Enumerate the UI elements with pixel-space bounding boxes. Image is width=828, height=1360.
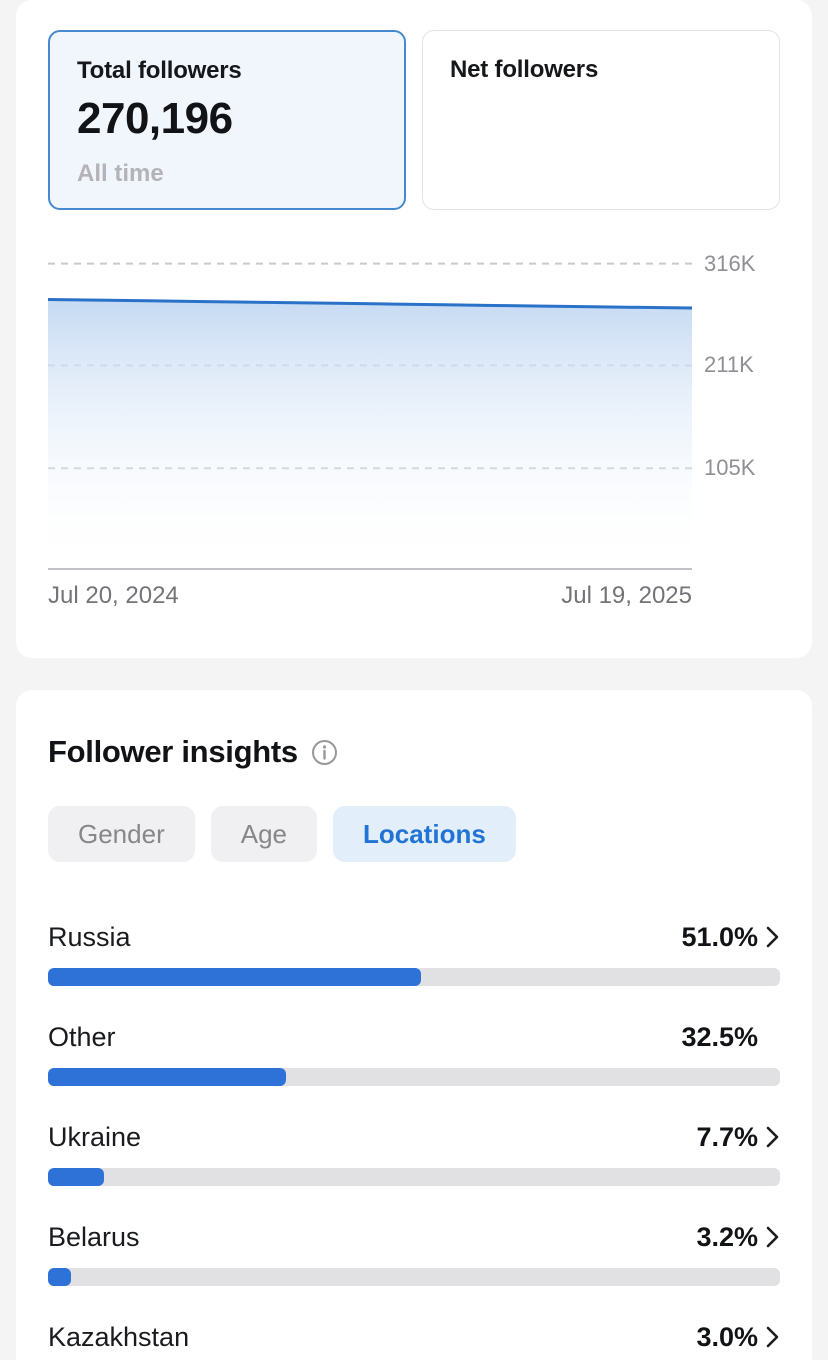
area-chart-svg: [47, 262, 696, 570]
follower-insights-card: Follower insights Gender Age Locations R…: [16, 690, 812, 1360]
insights-tab-bar: Gender Age Locations: [48, 806, 780, 862]
y-axis-tick-label: 211K: [704, 352, 754, 378]
location-bar-fill: [48, 1068, 286, 1086]
x-axis-end-date: Jul 19, 2025: [561, 582, 692, 609]
info-icon[interactable]: [311, 739, 338, 766]
insights-tab-age[interactable]: Age: [210, 806, 317, 862]
insights-tab-label: Gender: [78, 818, 165, 849]
metric-tabs: Total followers 270,196 All time Net fol…: [48, 30, 780, 210]
location-bar-track: [48, 1268, 780, 1286]
location-row: Other 32.5%: [48, 1019, 780, 1086]
location-percent: 7.7%: [696, 1121, 758, 1152]
location-row[interactable]: Kazakhstan 3.0%: [48, 1319, 780, 1360]
chevron-right-icon[interactable]: [765, 1324, 780, 1350]
location-percent: 3.0%: [696, 1321, 758, 1352]
location-name: Kazakhstan: [48, 1321, 190, 1352]
x-axis-start-date: Jul 20, 2024: [48, 582, 179, 609]
location-bar-track: [48, 1168, 780, 1186]
followers-area-chart-plot: [47, 250, 696, 570]
location-percent: 51.0%: [681, 921, 758, 952]
net-followers-card[interactable]: Net followers: [422, 30, 780, 210]
location-bar-fill: [48, 1168, 105, 1186]
insights-header: Follower insights: [48, 734, 780, 770]
location-bar-fill: [48, 968, 422, 986]
y-axis-tick-label: 105K: [704, 455, 756, 481]
location-name: Russia: [48, 921, 131, 952]
net-followers-label: Net followers: [450, 56, 599, 83]
total-followers-value: 270,196: [77, 94, 233, 143]
y-axis-tick-label: 316K: [704, 250, 756, 276]
locations-list: Russia 51.0% Other 32.5%: [48, 919, 780, 1360]
location-name: Ukraine: [48, 1121, 142, 1152]
location-row[interactable]: Ukraine 7.7%: [48, 1119, 780, 1186]
insights-tab-label: Age: [240, 818, 287, 849]
insights-tab-locations[interactable]: Locations: [333, 806, 516, 862]
location-row[interactable]: Belarus 3.2%: [48, 1219, 780, 1286]
total-followers-label: Total followers: [77, 57, 242, 84]
chevron-right-icon[interactable]: [765, 1224, 780, 1250]
location-row[interactable]: Russia 51.0%: [48, 919, 780, 986]
location-bar-track: [48, 968, 780, 986]
location-name: Belarus: [48, 1221, 140, 1252]
chevron-right-icon[interactable]: [765, 1124, 780, 1150]
total-followers-period: All time: [77, 160, 164, 187]
location-bar-track: [48, 1068, 780, 1086]
total-followers-card[interactable]: Total followers 270,196 All time: [48, 30, 406, 210]
insights-title: Follower insights: [48, 734, 298, 769]
location-percent: 32.5%: [681, 1021, 758, 1052]
insights-tab-label: Locations: [363, 818, 486, 849]
x-axis-labels: Jul 20, 2024 Jul 19, 2025: [48, 582, 692, 610]
insights-tab-gender[interactable]: Gender: [48, 806, 195, 862]
location-name: Other: [48, 1021, 116, 1052]
followers-overview-card: Total followers 270,196 All time Net fol…: [16, 0, 812, 658]
y-axis-labels: 105K 211K 316K: [704, 250, 778, 570]
location-bar-fill: [48, 1268, 72, 1286]
chevron-right-icon[interactable]: [765, 924, 780, 950]
location-percent: 3.2%: [696, 1221, 758, 1252]
followers-chart: 105K 211K 316K Jul 20, 2024 Jul 19, 2025: [47, 250, 780, 610]
